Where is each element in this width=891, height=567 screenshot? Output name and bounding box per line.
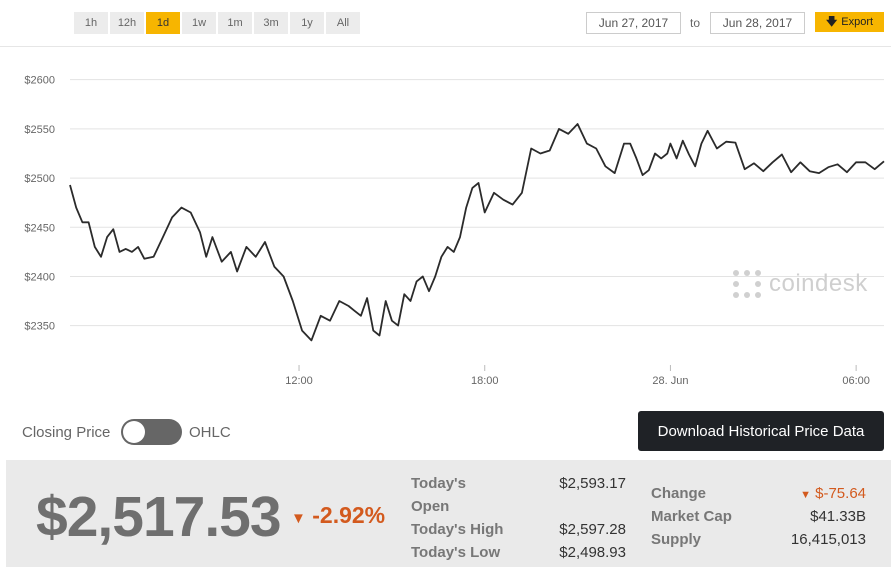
range-tab-3m[interactable]: 3m <box>254 12 288 34</box>
today-low-value: $2,498.93 <box>559 544 626 561</box>
range-tab-12h[interactable]: 12h <box>110 12 144 34</box>
closing-price-label: Closing Price <box>22 424 111 441</box>
date-to-input[interactable]: Jun 28, 2017 <box>710 12 805 34</box>
market-cap-value: $41.33B <box>810 508 866 525</box>
today-open-label-line2: Open <box>411 498 450 515</box>
change-value: ▼ $-75.64 <box>766 482 866 507</box>
range-tabs: 1h 12h 1d 1w 1m 3m 1y All <box>74 12 360 34</box>
ohlc-label: OHLC <box>189 424 231 441</box>
date-from-input[interactable]: Jun 27, 2017 <box>586 12 681 34</box>
download-arrow-icon: 🡇 <box>825 15 838 28</box>
range-tab-1w[interactable]: 1w <box>182 12 216 34</box>
x-tick-label: 28. Jun <box>652 375 688 387</box>
export-button[interactable]: 🡇 Export <box>815 12 884 32</box>
change-label: Change <box>651 485 707 502</box>
download-historical-button[interactable]: Download Historical Price Data <box>638 411 884 451</box>
chart-mode-toggle[interactable] <box>121 419 182 445</box>
x-tick-label: 06:00 <box>842 375 870 387</box>
today-high-label: Today's High <box>411 521 504 538</box>
today-open-label-line1: Today's <box>411 475 466 492</box>
supply-label: Supply <box>651 531 702 548</box>
range-tab-all[interactable]: All <box>326 12 360 34</box>
change-value-text: $-75.64 <box>815 485 866 502</box>
x-tick-label: 18:00 <box>471 375 499 387</box>
coindesk-logo-icon <box>733 270 761 298</box>
range-tab-1h[interactable]: 1h <box>74 12 108 34</box>
range-tab-1y[interactable]: 1y <box>290 12 324 34</box>
range-tab-1m[interactable]: 1m <box>218 12 252 34</box>
price-stats-panel: $2,517.53 ▼ -2.92% Today's Open $2,593.1… <box>6 460 891 567</box>
y-tick-label: $2400 <box>24 271 55 283</box>
price-chart[interactable]: $2350 $2400 $2450 $2500 $2550 $2600 12:00 18:00… <box>0 60 891 400</box>
down-triangle-icon: ▼ <box>291 510 306 527</box>
today-open-label: Today's Open <box>411 472 466 518</box>
export-label: Export <box>841 16 874 28</box>
date-separator: to <box>690 16 701 30</box>
x-tick-label: 12:00 <box>285 375 313 387</box>
price-line <box>69 123 885 342</box>
y-tick-label: $2450 <box>24 222 55 234</box>
coindesk-watermark: coindesk <box>733 270 868 298</box>
y-tick-label: $2600 <box>24 75 55 87</box>
y-tick-label: $2350 <box>24 321 55 333</box>
percent-change-value: -2.92% <box>312 502 386 528</box>
today-open-value: $2,593.17 <box>559 475 626 492</box>
down-triangle-icon: ▼ <box>800 489 811 501</box>
range-tab-1d[interactable]: 1d <box>146 12 180 34</box>
current-price: $2,517.53 <box>36 485 282 549</box>
percent-change: ▼ -2.92% <box>291 502 385 529</box>
supply-value: 16,415,013 <box>790 531 866 548</box>
today-high-value: $2,597.28 <box>559 521 626 538</box>
market-cap-label: Market Cap <box>651 508 732 525</box>
today-low-label: Today's Low <box>411 544 501 561</box>
coindesk-wordmark: coindesk <box>769 270 868 297</box>
toggle-knob <box>123 421 145 443</box>
y-tick-label: $2500 <box>24 173 55 185</box>
y-tick-label: $2550 <box>24 124 55 136</box>
toolbar-divider <box>0 46 891 47</box>
